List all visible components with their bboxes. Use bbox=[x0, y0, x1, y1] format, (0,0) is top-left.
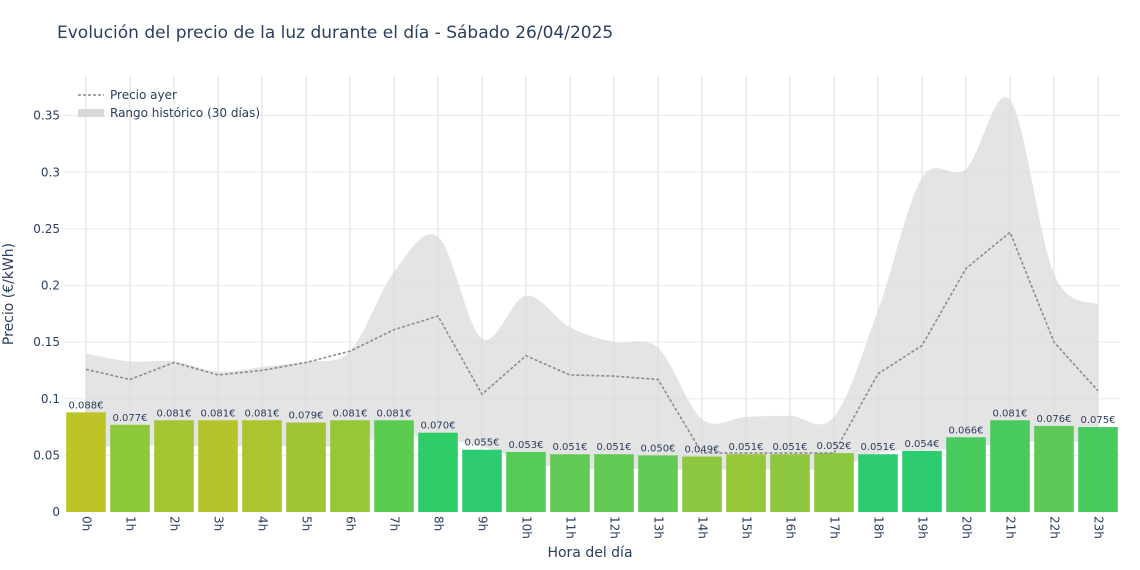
x-tick-label: 18h bbox=[872, 516, 886, 539]
bar-value-label: 0.051€ bbox=[553, 442, 588, 453]
price-bar-5h bbox=[286, 422, 326, 512]
legend-range-swatch bbox=[78, 109, 104, 117]
bar-value-label: 0.050€ bbox=[641, 443, 676, 454]
bar-label-layer: 0.088€ 0.077€ 0.081€ 0.081€ 0.081€ 0.079€ 0.08… bbox=[69, 400, 1116, 455]
bar-value-label: 0.081€ bbox=[201, 408, 236, 419]
x-tick-label: 22h bbox=[1048, 516, 1062, 539]
price-bar-14h bbox=[682, 456, 722, 512]
bar-layer bbox=[66, 412, 1118, 512]
price-bar-11h bbox=[550, 454, 590, 512]
yesterday-price-line bbox=[85, 230, 1099, 454]
x-tick-label: 1h bbox=[124, 516, 138, 531]
y-tick-label: 0.1 bbox=[41, 392, 60, 406]
bar-value-label: 0.076€ bbox=[1037, 414, 1072, 425]
x-tick-label: 12h bbox=[608, 516, 622, 539]
price-bar-1h bbox=[110, 424, 150, 512]
price-bar-18h bbox=[858, 454, 898, 512]
bar-value-label: 0.077€ bbox=[113, 413, 148, 424]
x-axis-title: Hora del día bbox=[547, 545, 632, 561]
historical-range-area bbox=[86, 97, 1098, 471]
bar-value-label: 0.081€ bbox=[377, 408, 412, 419]
y-tick-label: 0.25 bbox=[33, 222, 60, 236]
bar-value-label: 0.051€ bbox=[729, 442, 764, 453]
bar-value-label: 0.079€ bbox=[289, 411, 324, 422]
price-bar-8h bbox=[418, 432, 458, 512]
y-tick-label: 0 bbox=[52, 505, 60, 519]
price-bar-19h bbox=[902, 450, 942, 512]
bar-value-label: 0.081€ bbox=[157, 408, 192, 419]
x-tick-label: 4h bbox=[256, 516, 270, 531]
price-bar-2h bbox=[154, 420, 194, 512]
y-tick-label: 0.2 bbox=[41, 279, 60, 293]
bar-value-label: 0.052€ bbox=[817, 441, 852, 452]
bar-value-label: 0.053€ bbox=[509, 440, 544, 451]
bar-value-label: 0.051€ bbox=[861, 442, 896, 453]
price-bar-4h bbox=[242, 420, 282, 512]
bar-value-label: 0.070€ bbox=[421, 421, 456, 432]
x-tick-label: 14h bbox=[696, 516, 710, 539]
x-tick-label: 9h bbox=[476, 516, 490, 531]
y-tick-label: 0.15 bbox=[33, 335, 60, 349]
legend-label-yesterday: Precio ayer bbox=[110, 88, 177, 102]
bar-value-label: 0.088€ bbox=[69, 400, 104, 411]
x-tick-label: 5h bbox=[300, 516, 314, 531]
x-tick-label: 16h bbox=[784, 516, 798, 539]
x-tick-label: 6h bbox=[344, 516, 358, 531]
price-bar-16h bbox=[770, 454, 810, 512]
price-bar-13h bbox=[638, 455, 678, 512]
x-tick-label: 13h bbox=[652, 516, 666, 539]
y-tick-label: 0.05 bbox=[33, 448, 60, 462]
bar-value-label: 0.055€ bbox=[465, 438, 500, 449]
price-bar-9h bbox=[462, 449, 502, 512]
x-tick-label: 11h bbox=[564, 516, 578, 539]
x-tick-label: 21h bbox=[1004, 516, 1018, 539]
x-tick-label: 19h bbox=[916, 516, 930, 539]
x-tick-label: 15h bbox=[740, 516, 754, 539]
chart-title: Evolución del precio de la luz durante e… bbox=[57, 23, 613, 43]
x-tick-label: 0h bbox=[80, 516, 94, 531]
bar-value-label: 0.081€ bbox=[333, 408, 368, 419]
price-bar-6h bbox=[330, 420, 370, 512]
x-tick-label: 23h bbox=[1092, 516, 1106, 539]
legend: Precio ayer Rango histórico (30 días) bbox=[78, 88, 260, 120]
x-tick-label: 10h bbox=[520, 516, 534, 539]
bar-value-label: 0.081€ bbox=[245, 408, 280, 419]
x-tick-label: 20h bbox=[960, 516, 974, 539]
bar-value-label: 0.054€ bbox=[905, 439, 940, 450]
price-bar-15h bbox=[726, 454, 766, 512]
price-bar-7h bbox=[374, 420, 414, 512]
x-tick-label: 3h bbox=[212, 516, 226, 531]
price-bar-10h bbox=[506, 451, 546, 512]
bar-value-label: 0.066€ bbox=[949, 425, 984, 436]
price-bar-23h bbox=[1078, 427, 1118, 512]
historical-range-layer bbox=[86, 97, 1098, 471]
legend-label-range: Rango histórico (30 días) bbox=[110, 106, 260, 120]
bar-value-label: 0.051€ bbox=[773, 442, 808, 453]
y-tick-label: 0.3 bbox=[41, 165, 60, 179]
x-tick-label: 7h bbox=[388, 516, 402, 531]
axis-layer: 0 0.05 0.1 0.15 0.2 0.25 0.3 0.35 0h 1h 2h 3h 4h 5h 6h… bbox=[33, 109, 1105, 539]
x-tick-label: 8h bbox=[432, 516, 446, 531]
price-bar-22h bbox=[1034, 425, 1074, 512]
x-tick-label: 2h bbox=[168, 516, 182, 531]
bar-value-label: 0.051€ bbox=[597, 442, 632, 453]
y-tick-label: 0.35 bbox=[33, 109, 60, 123]
bar-value-label: 0.049€ bbox=[685, 445, 720, 456]
price-bar-21h bbox=[990, 420, 1030, 512]
yesterday-line-layer bbox=[85, 230, 1099, 454]
price-bar-17h bbox=[814, 453, 854, 512]
price-bar-12h bbox=[594, 454, 634, 512]
y-axis-title: Precio (€/kWh) bbox=[1, 243, 17, 345]
price-bar-20h bbox=[946, 437, 986, 512]
x-tick-label: 17h bbox=[828, 516, 842, 539]
bar-value-label: 0.081€ bbox=[993, 408, 1028, 419]
price-bar-3h bbox=[198, 420, 238, 512]
price-bar-0h bbox=[66, 412, 106, 512]
bar-value-label: 0.075€ bbox=[1081, 415, 1116, 426]
